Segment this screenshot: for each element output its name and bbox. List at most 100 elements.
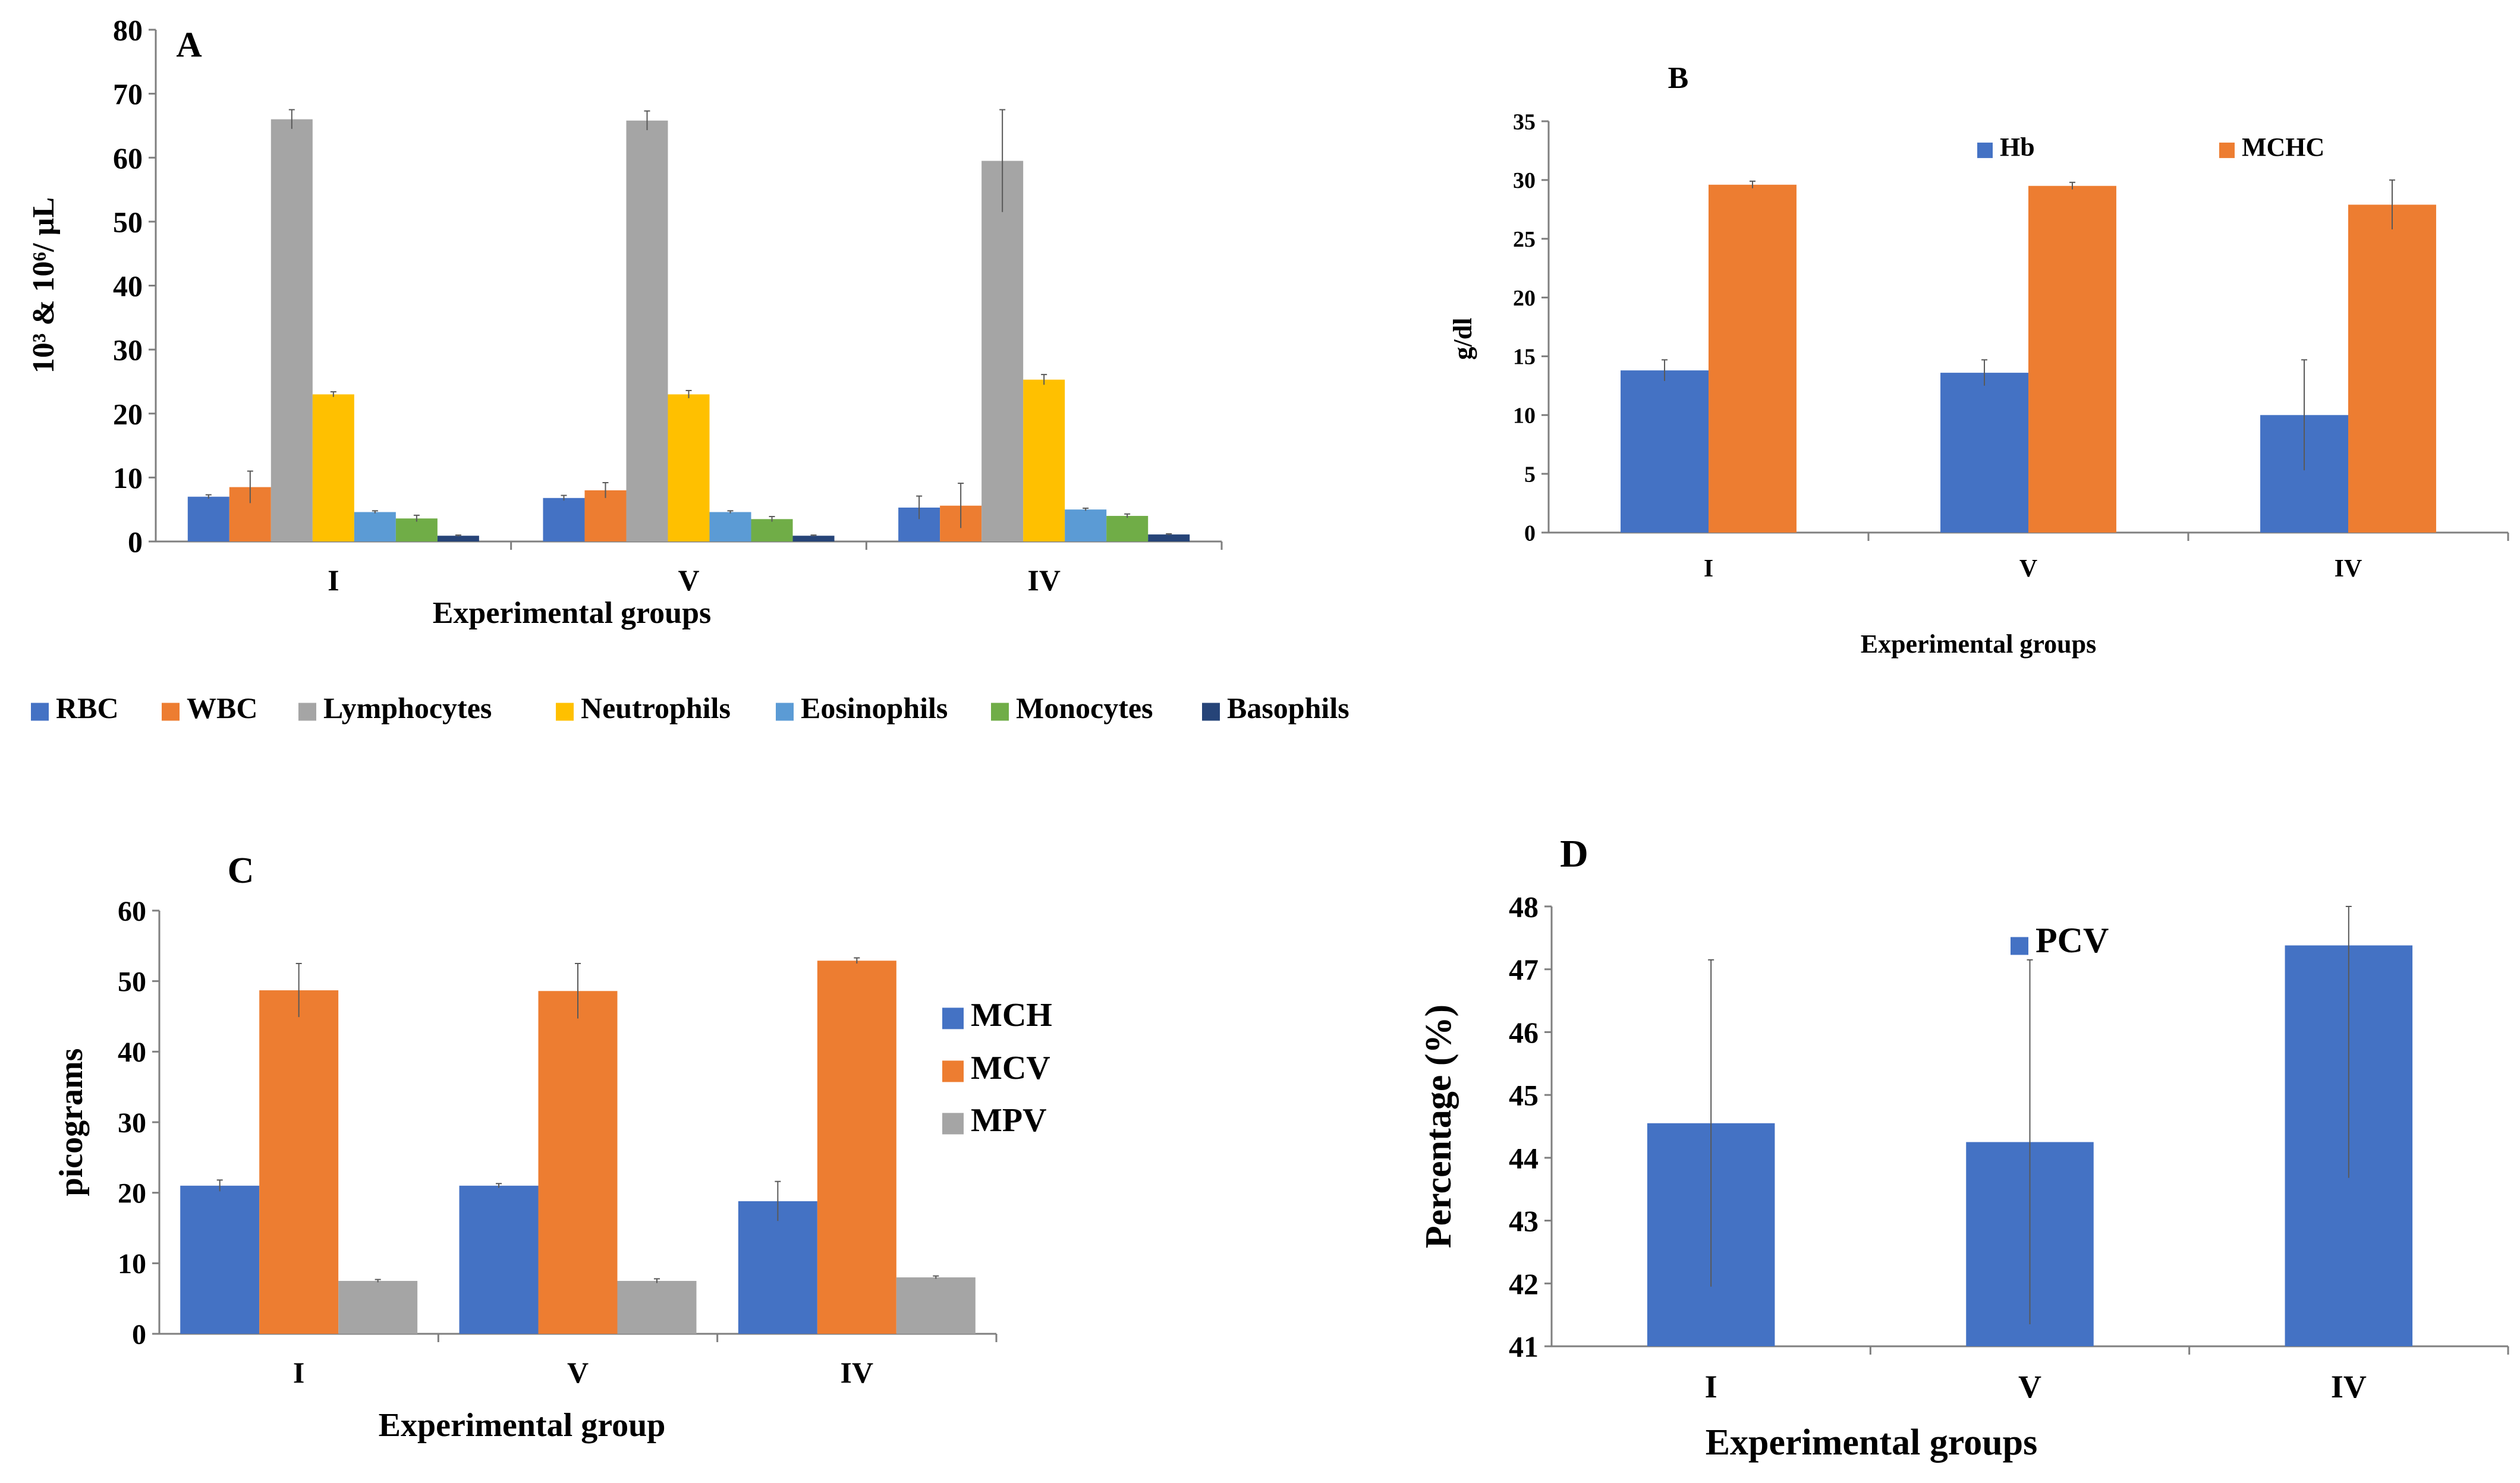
legend-item-hb: Hb xyxy=(1977,133,2035,162)
y-tick-label: 30 xyxy=(118,1107,146,1139)
x-tick-label: V xyxy=(678,563,699,597)
y-tick-label: 48 xyxy=(1509,890,1539,924)
x-tick-label: V xyxy=(567,1356,589,1389)
y-tick-label: 10 xyxy=(113,461,143,495)
y-tick-label: 0 xyxy=(1524,521,1536,546)
legend-label: MCHC xyxy=(2242,133,2324,162)
bar-mpv xyxy=(896,1277,976,1334)
bar-basophils xyxy=(792,536,835,541)
bar-basophils xyxy=(437,536,479,541)
bar-mch xyxy=(180,1185,260,1334)
legend-label: Basophils xyxy=(1227,691,1349,725)
legend-swatch xyxy=(776,703,794,721)
legend-item-rbc: RBC xyxy=(31,691,119,725)
panel-label: C xyxy=(228,851,254,891)
y-tick-label: 30 xyxy=(1513,168,1536,193)
legend-swatch xyxy=(1977,142,1993,158)
bar-rbc xyxy=(543,498,585,541)
bar-wbc xyxy=(584,490,627,541)
legend-label: MCV xyxy=(971,1050,1050,1087)
y-tick-label: 20 xyxy=(113,397,143,430)
bar-mch xyxy=(459,1185,539,1334)
legend: PCV xyxy=(2011,921,2109,960)
y-tick-label: 70 xyxy=(113,77,143,111)
legend-swatch xyxy=(556,703,574,721)
bar-lymphocytes xyxy=(270,119,313,542)
y-tick-label: 20 xyxy=(1513,286,1536,311)
x-tick-label: I xyxy=(1704,555,1713,583)
legend-swatch xyxy=(2011,937,2028,955)
bar-monocytes xyxy=(1106,515,1149,541)
legend-swatch xyxy=(942,1060,964,1082)
bar-eosinophils xyxy=(1065,509,1107,541)
legend-item-monocytes: Monocytes xyxy=(991,691,1153,725)
y-tick-label: 45 xyxy=(1509,1079,1539,1112)
bar-lymphocytes xyxy=(981,160,1024,542)
y-tick-label: 15 xyxy=(1513,345,1536,370)
bar-lymphocytes xyxy=(626,120,668,541)
legend-item-mpv: MPV xyxy=(942,1102,1047,1139)
legend-label: RBC xyxy=(56,691,119,725)
legend-item-mchc: MCHC xyxy=(2219,133,2324,162)
y-tick-label: 30 xyxy=(113,333,143,367)
bar-monocytes xyxy=(751,519,793,541)
bar-neutrophils xyxy=(1023,379,1065,541)
bar-neutrophils xyxy=(312,394,354,541)
bar-hb xyxy=(1940,373,2028,533)
legend-item-eosinophils: Eosinophils xyxy=(776,691,948,725)
legend-item-mcv: MCV xyxy=(942,1050,1050,1087)
y-axis-title: Percentage (%) xyxy=(1418,1005,1459,1248)
y-tick-label: 42 xyxy=(1509,1267,1539,1301)
x-tick-label: IV xyxy=(1027,563,1061,597)
bar-neutrophils xyxy=(668,394,710,541)
y-axis-title: g/dl xyxy=(1448,318,1477,360)
legend-swatch xyxy=(991,703,1009,721)
y-tick-label: 44 xyxy=(1509,1141,1539,1175)
bar-mcv xyxy=(538,991,618,1334)
y-axis-title: 10³ & 10⁶/ µL xyxy=(27,197,61,374)
bar-mcv xyxy=(817,961,896,1334)
legend-swatch xyxy=(298,703,316,721)
legend-swatch xyxy=(2219,142,2235,158)
legend-label: MCH xyxy=(971,997,1052,1034)
bar-hb xyxy=(1621,370,1709,533)
legend-item-mch: MCH xyxy=(942,997,1052,1034)
x-axis-title: Experimental groups xyxy=(1706,1422,2038,1463)
panel-label: D xyxy=(1560,832,1588,876)
legend: RBC WBC Lymphocytes Neutrophils Eosinophils M… xyxy=(31,691,1349,725)
legend-label: MPV xyxy=(971,1102,1047,1139)
legend-swatch xyxy=(162,703,180,721)
y-tick-label: 40 xyxy=(118,1037,146,1068)
bar-basophils xyxy=(1148,534,1190,541)
bar-eosinophils xyxy=(709,512,751,541)
legend-label: Lymphocytes xyxy=(323,691,492,725)
legend-item-wbc: WBC xyxy=(162,691,257,725)
y-tick-label: 46 xyxy=(1509,1016,1539,1049)
legend-label: Monocytes xyxy=(1016,691,1153,725)
y-tick-label: 0 xyxy=(132,1319,146,1350)
panel-label: B xyxy=(1668,61,1689,95)
x-tick-label: I xyxy=(1705,1369,1717,1405)
legend-label: WBC xyxy=(187,691,257,725)
y-tick-label: 35 xyxy=(1513,109,1536,134)
y-tick-label: 50 xyxy=(113,205,143,238)
y-tick-label: 60 xyxy=(113,141,143,175)
x-tick-label: I xyxy=(328,563,339,597)
y-tick-label: 41 xyxy=(1509,1330,1539,1364)
bar-rbc xyxy=(187,496,229,541)
bar-mpv xyxy=(338,1281,418,1334)
y-tick-label: 25 xyxy=(1513,227,1536,252)
legend-swatch xyxy=(942,1007,964,1029)
legend-swatch xyxy=(1202,703,1220,721)
legend: MCH MCV MPV xyxy=(942,997,1052,1139)
x-axis-title: Experimental group xyxy=(379,1407,666,1444)
x-tick-label: V xyxy=(2019,555,2037,583)
bar-mpv xyxy=(617,1281,697,1334)
bar-mch xyxy=(738,1201,817,1334)
legend-label: PCV xyxy=(2035,921,2109,960)
legend-label: Hb xyxy=(2000,133,2035,162)
legend-swatch xyxy=(942,1113,964,1135)
y-tick-label: 50 xyxy=(118,966,146,997)
bar-eosinophils xyxy=(354,512,396,541)
